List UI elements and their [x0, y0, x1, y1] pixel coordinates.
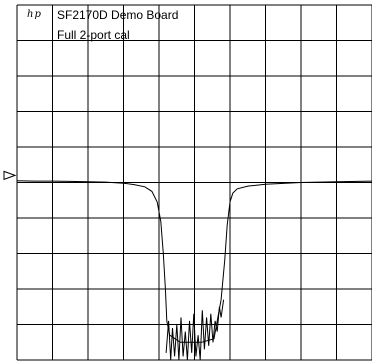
reference-marker [3, 170, 17, 181]
trace-layer [16, 180, 372, 361]
marker-layer [3, 170, 17, 181]
trace-noise [165, 299, 225, 361]
chart-title: SF2170D Demo Board [57, 8, 179, 22]
chart-subtitle: Full 2-port cal [57, 28, 130, 42]
hp-logo: hp [27, 9, 42, 21]
graticule [16, 4, 372, 361]
